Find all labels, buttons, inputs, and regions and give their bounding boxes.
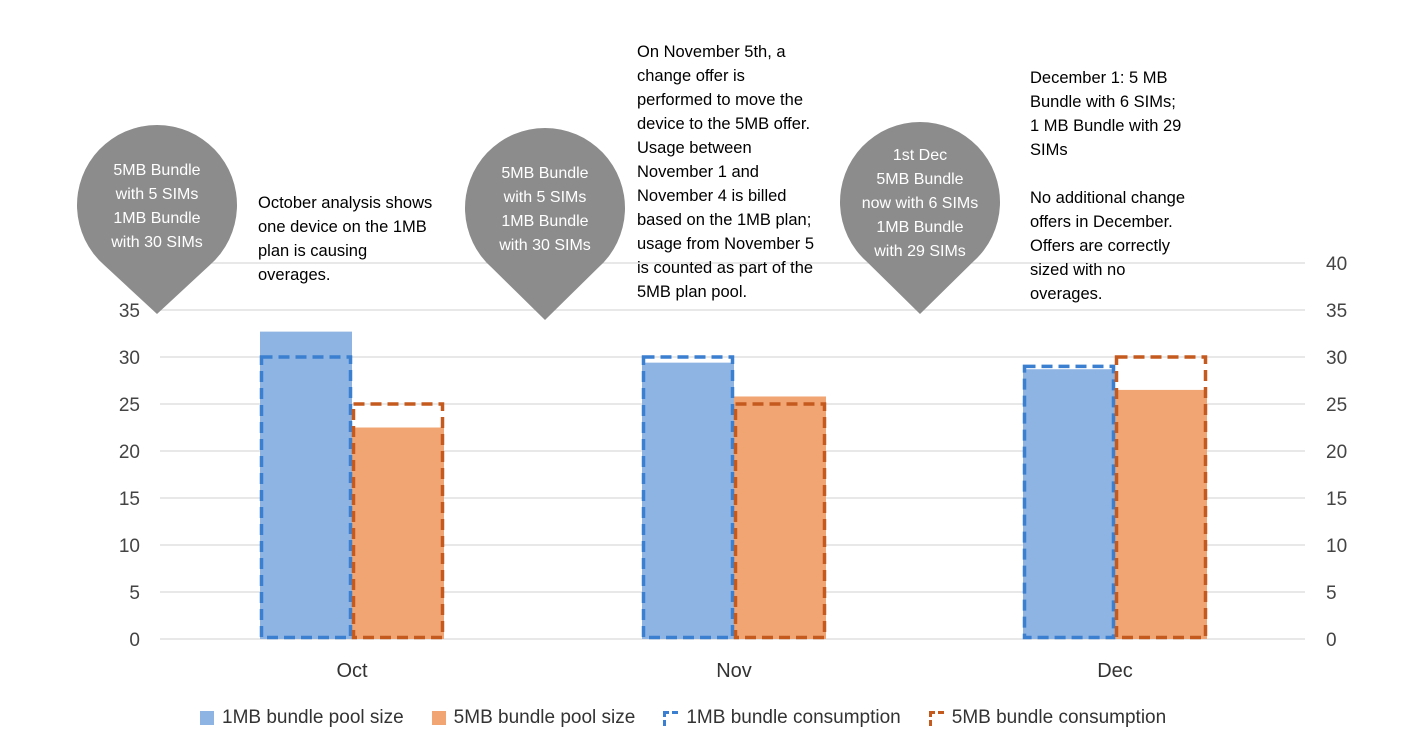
y-axis-right: 0 5 10 15 20 25 30 35 40 (1326, 254, 1347, 651)
callout-pin-line: 1MB Bundle (113, 210, 200, 227)
legend-swatch-5mb-consumption (928, 710, 944, 726)
callout-pin-line: with 29 SIMs (873, 243, 966, 260)
bar-5mb-pool-dec (1115, 389, 1207, 639)
y-tick-label-right: 20 (1326, 442, 1347, 463)
x-axis: Oct Nov Dec (336, 660, 1132, 682)
annotation-dec: December 1: 5 MB Bundle with 6 SIMs; 1 M… (1030, 69, 1186, 303)
legend-swatch-1mb-consumption (663, 710, 679, 726)
y-tick-label-right: 30 (1326, 348, 1347, 369)
y-tick-label-right: 5 (1326, 583, 1337, 604)
callout-pin-line: 5MB Bundle (113, 162, 200, 179)
callout-pin-line: 1MB Bundle (876, 219, 963, 236)
y-tick-label-left: 35 (119, 301, 140, 322)
bar-1mb-consumption-dec (1022, 364, 1116, 640)
y-tick-label-right: 40 (1326, 254, 1347, 275)
callout-pin-line: 5MB Bundle (501, 165, 588, 182)
annotation-oct: October analysis shows one device on the… (258, 194, 433, 284)
y-tick-label-left: 10 (119, 536, 140, 557)
callout-pin-line: with 5 SIMs (115, 186, 199, 203)
bar-1mb-consumption-oct (259, 355, 353, 640)
y-tick-label-right: 35 (1326, 301, 1347, 322)
bar-5mb-pool-nov (734, 396, 826, 639)
callout-pin-shape (465, 128, 626, 320)
x-tick-label-nov: Nov (716, 660, 752, 682)
callout-pin-shape (840, 122, 1001, 314)
legend-label-1mb-pool: 1MB bundle pool size (222, 707, 404, 728)
callout-pin-line: with 30 SIMs (498, 237, 591, 254)
annotation-nov: On November 5th, a change offer is perfo… (637, 43, 814, 301)
callout-pin-line: 5MB Bundle (876, 171, 963, 188)
legend-item-5mb-pool: 5MB bundle pool size (431, 707, 636, 729)
callout-pin-line: now with 6 SIMs (862, 195, 978, 212)
y-tick-label-left: 15 (119, 489, 140, 510)
callout-pin-3: 1st Dec 5MB Bundle now with 6 SIMs 1MB Bund… (840, 122, 1001, 314)
legend-label-1mb-consumption: 1MB bundle consumption (686, 707, 901, 728)
bar-1mb-pool-oct (260, 331, 352, 639)
chart: 0 5 10 15 20 25 30 35 40 0 5 10 15 20 25 30 35 40 Oct Nov… (77, 122, 1347, 682)
y-tick-label-right: 10 (1326, 536, 1347, 557)
bar-5mb-consumption-oct (351, 402, 445, 640)
bar-5mb-consumption-nov (733, 402, 827, 640)
legend-swatch-1mb-pool (200, 711, 214, 725)
x-tick-label-dec: Dec (1097, 660, 1133, 682)
y-tick-label-right: 15 (1326, 489, 1347, 510)
legend-item-1mb-consumption: 1MB bundle consumption (663, 707, 901, 729)
callout-pin-2: 5MB Bundle with 5 SIMs 1MB Bundle with 30 S… (465, 128, 626, 320)
y-tick-label-left: 0 (129, 630, 140, 651)
bar-1mb-pool-dec (1023, 369, 1115, 639)
legend-label-5mb-pool: 5MB bundle pool size (453, 707, 636, 728)
y-tick-label-right: 0 (1326, 630, 1337, 651)
legend-label-5mb-consumption: 5MB bundle consumption (951, 707, 1167, 728)
y-tick-label-right: 25 (1326, 395, 1347, 416)
x-tick-label-oct: Oct (336, 660, 368, 682)
bar-5mb-pool-oct (352, 427, 444, 639)
callout-pin-line: 1MB Bundle (501, 213, 588, 230)
y-tick-label-left: 20 (119, 442, 140, 463)
callout-pins: 5MB Bundle with 5 SIMs 1MB Bundle with 30 S… (77, 122, 1001, 320)
y-tick-label-left: 25 (119, 395, 140, 416)
legend-item-5mb-consumption: 5MB bundle consumption (928, 707, 1167, 729)
legend: 1MB bundle pool size 5MB bundle pool siz… (200, 707, 1194, 729)
callout-pin-line: with 30 SIMs (110, 234, 203, 251)
bar-1mb-consumption-nov (641, 355, 735, 640)
callout-pin-line: with 5 SIMs (503, 189, 587, 206)
legend-swatch-5mb-pool (431, 711, 446, 725)
callout-pin-1: 5MB Bundle with 5 SIMs 1MB Bundle with 30 S… (77, 125, 238, 314)
y-tick-label-left: 5 (129, 583, 140, 604)
bar-1mb-pool-nov (642, 362, 734, 639)
bar-5mb-consumption-dec (1114, 355, 1208, 640)
callout-pin-line: 1st Dec (893, 147, 947, 164)
callout-pin-shape (77, 125, 238, 314)
legend-item-1mb-pool: 1MB bundle pool size (200, 707, 404, 729)
y-tick-label-left: 30 (119, 348, 140, 369)
bars (259, 331, 1208, 640)
